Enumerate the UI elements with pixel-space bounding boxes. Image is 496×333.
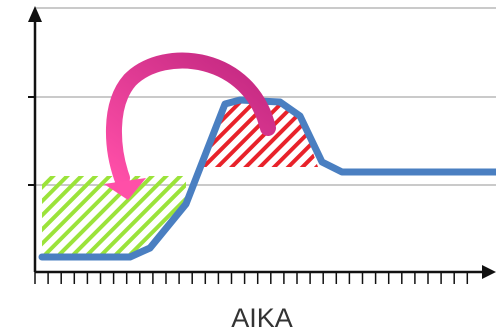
curve [38,96,496,261]
y-arrow [28,6,42,22]
axes [33,20,484,274]
red-area [202,100,318,167]
transfer-arrowhead [104,178,146,200]
ticks [34,272,469,284]
x-axis-label: AIKA [231,303,293,333]
green-area [42,176,186,256]
x-arrow [482,265,496,279]
transfer-arrow [105,52,276,186]
y-ticks [28,96,35,186]
